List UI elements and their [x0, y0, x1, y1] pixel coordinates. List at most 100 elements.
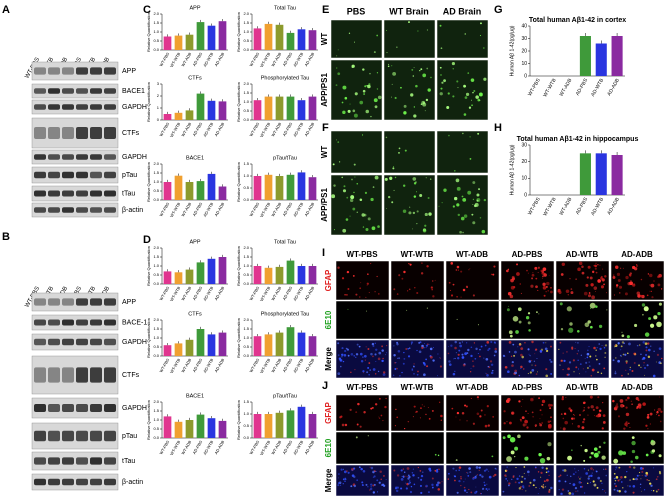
signal-spot: [456, 186, 461, 191]
signal-spot: [547, 290, 549, 292]
signal-spot: [448, 363, 452, 366]
signal-spot: [631, 403, 633, 406]
signal-spot: [460, 296, 462, 298]
signal-spot: [580, 476, 582, 478]
signal-spot: [605, 492, 607, 494]
signal-spot: [575, 471, 577, 473]
signal-spot: [488, 347, 491, 350]
blot-band: [90, 207, 102, 213]
signal-spot: [340, 468, 343, 471]
signal-spot: [625, 421, 628, 424]
signal-spot: [523, 368, 525, 370]
y-tick-label: 1.5: [243, 326, 249, 331]
signal-spot: [548, 489, 550, 491]
signal-spot: [478, 188, 481, 191]
signal-spot: [405, 482, 406, 484]
blot-band: [34, 190, 46, 197]
bar: [207, 418, 216, 438]
signal-spot: [474, 476, 477, 479]
signal-spot: [532, 272, 534, 274]
signal-spot: [628, 465, 632, 469]
signal-spot: [518, 400, 521, 403]
y-tick-label: 0.5: [243, 185, 249, 190]
signal-spot: [357, 402, 360, 406]
row-label: GFAP: [324, 401, 333, 423]
bar: [286, 32, 295, 50]
signal-spot: [600, 285, 604, 289]
signal-spot: [632, 484, 636, 488]
signal-spot: [341, 423, 345, 427]
signal-spot: [564, 480, 567, 483]
signal-spot: [425, 347, 427, 349]
signal-spot: [409, 263, 412, 266]
signal-spot: [430, 286, 434, 290]
signal-spot: [395, 489, 399, 493]
signal-spot: [529, 371, 532, 374]
signal-spot: [374, 373, 377, 375]
signal-spot: [362, 370, 365, 373]
signal-spot: [490, 340, 493, 344]
signal-spot: [537, 493, 539, 495]
bar: [253, 266, 262, 284]
chart-title: BACE1: [186, 155, 204, 161]
signal-spot: [548, 474, 550, 477]
signal-spot: [453, 475, 455, 477]
micrograph: [436, 19, 489, 59]
signal-spot: [629, 427, 631, 429]
band-label: APP: [122, 299, 136, 306]
blot-band: [90, 338, 102, 346]
signal-spot: [477, 398, 479, 400]
signal-spot: [341, 277, 345, 280]
column-header: AD Brain: [443, 6, 482, 16]
column-header: WT-WTB: [401, 383, 434, 392]
row-label: APP/PS1: [320, 73, 329, 107]
blot-band: [76, 338, 88, 346]
signal-spot: [335, 84, 338, 87]
bar: [174, 175, 183, 200]
signal-spot: [438, 468, 440, 470]
signal-spot: [411, 472, 414, 474]
blot-strip: [31, 333, 119, 351]
bar: [579, 153, 591, 195]
signal-spot: [457, 269, 459, 271]
blot-band: [104, 430, 116, 442]
bar: [308, 414, 317, 438]
signal-spot: [384, 405, 387, 409]
signal-spot: [440, 419, 442, 421]
y-tick-label: 0.5: [243, 108, 249, 113]
signal-spot: [462, 197, 467, 202]
blot-band: [104, 478, 116, 486]
signal-spot: [639, 487, 641, 489]
signal-spot: [631, 369, 634, 372]
signal-spot: [617, 342, 620, 345]
signal-spot: [376, 72, 379, 74]
signal-spot: [349, 215, 351, 217]
signal-spot: [353, 355, 355, 357]
signal-spot: [616, 489, 619, 492]
signal-spot: [594, 305, 598, 308]
signal-spot: [331, 194, 336, 199]
blot-band: [90, 190, 102, 197]
signal-spot: [376, 88, 379, 90]
signal-spot: [474, 357, 477, 360]
x-tick-label: WT-WTB: [542, 77, 558, 98]
signal-spot: [592, 408, 595, 411]
signal-spot: [511, 277, 516, 281]
bar: [218, 420, 227, 438]
band-label: APP: [122, 68, 136, 75]
y-tick-label: 0.0: [153, 435, 159, 440]
y-tick-label: 0.0: [153, 353, 159, 358]
signal-spot: [504, 365, 508, 369]
signal-spot: [343, 470, 347, 474]
y-tick-label: 10: [521, 61, 527, 67]
signal-spot: [630, 280, 632, 282]
signal-spot: [404, 427, 406, 430]
column-header: WT-PBS: [346, 250, 378, 259]
signal-spot: [637, 294, 641, 298]
bar: [286, 410, 295, 438]
column-header: PBS: [347, 6, 366, 16]
signal-spot: [450, 294, 454, 297]
signal-spot: [408, 211, 412, 215]
signal-spot: [626, 335, 630, 339]
signal-spot: [647, 342, 650, 345]
